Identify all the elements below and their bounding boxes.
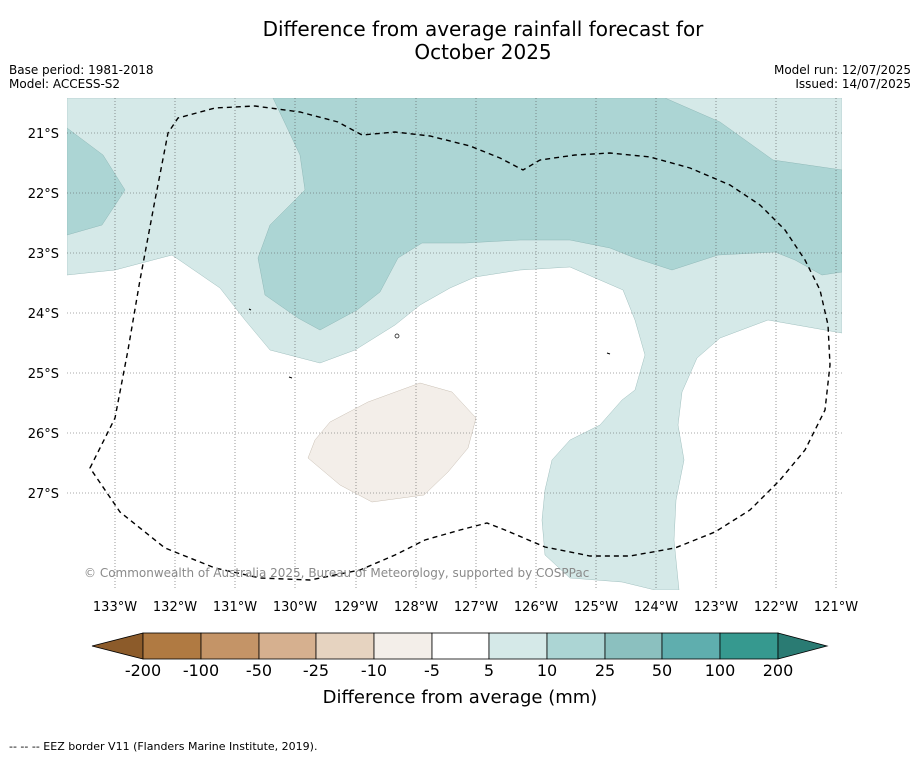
lon-label: 127°W: [454, 600, 498, 615]
eez-border: [89, 105, 831, 581]
lon-label: 123°W: [694, 600, 738, 615]
lon-label: 131°W: [213, 600, 257, 615]
colorbar-segment: [142, 632, 202, 660]
lon-label: 128°W: [394, 600, 438, 615]
colorbar-tick: -5: [424, 661, 440, 680]
lat-label: 21°S: [28, 127, 59, 142]
colorbar-segment: [719, 632, 779, 660]
colorbar-segment: [200, 632, 260, 660]
colorbar-segment: [661, 632, 721, 660]
colorbar-segment: [604, 632, 663, 660]
map-title-line2: October 2025: [414, 40, 552, 64]
colorbar-tick: -200: [125, 661, 161, 680]
colorbar-tick: 200: [763, 661, 794, 680]
colorbar-segment: [431, 632, 490, 660]
colorbar-tick: 10: [537, 661, 557, 680]
colorbar-label: Difference from average (mm): [323, 687, 598, 708]
lon-label: 124°W: [634, 600, 678, 615]
base-period: Base period: 1981-2018: [9, 63, 154, 77]
colorbar-segment: [488, 632, 548, 660]
colorbar-tick: -10: [361, 661, 387, 680]
model-name: Model: ACCESS-S2: [9, 77, 121, 91]
eez-footnote: -- -- -- EEZ border V11 (Flanders Marine…: [9, 740, 318, 753]
colorbar-segments: [91, 632, 829, 660]
lon-label: 129°W: [334, 600, 378, 615]
lon-label: 121°W: [814, 600, 858, 615]
model-run: Model run: 12/07/2025: [773, 63, 911, 77]
lat-label: 23°S: [28, 247, 59, 262]
colorbar-segment: [91, 632, 144, 660]
colorbar-segment: [258, 632, 317, 660]
lat-label: 25°S: [28, 367, 59, 382]
lon-label: 122°W: [754, 600, 798, 615]
gridlines: [67, 98, 842, 590]
longitude-labels: 133°W 132°W 131°W 130°W 129°W 128°W 127°…: [93, 600, 858, 615]
lon-label: 130°W: [273, 600, 317, 615]
map-title-line1: Difference from average rainfall forecas…: [262, 17, 704, 41]
colorbar-tick: 50: [652, 661, 672, 680]
lon-label: 132°W: [153, 600, 197, 615]
map-panel: © Commonwealth of Australia 2025, Bureau…: [28, 98, 858, 615]
lon-label: 126°W: [514, 600, 558, 615]
copyright-notice: © Commonwealth of Australia 2025, Bureau…: [84, 566, 589, 580]
island-marks: [248, 308, 611, 379]
lat-label: 26°S: [28, 427, 59, 442]
issued-date: Issued: 14/07/2025: [795, 77, 911, 91]
meta-right: Model run: 12/07/2025 Issued: 14/07/2025: [774, 63, 911, 91]
rain-zone-light-brown: [307, 382, 477, 503]
colorbar-tick: -50: [246, 661, 272, 680]
map-area: © Commonwealth of Australia 2025, Bureau…: [67, 98, 842, 590]
rain-zone-mid-teal-west: [67, 127, 126, 236]
colorbar-tick: -25: [303, 661, 329, 680]
meta-left: Base period: 1981-2018 Model: ACCESS-S2: [9, 63, 154, 91]
lon-label: 133°W: [93, 600, 137, 615]
lat-label: 27°S: [28, 487, 59, 502]
map-title: Difference from average rainfall forecas…: [0, 18, 919, 64]
colorbar-tick: 5: [484, 661, 494, 680]
colorbar-tick: 100: [705, 661, 736, 680]
colorbar-segment: [777, 632, 829, 660]
colorbar-tick: 25: [595, 661, 615, 680]
colorbar-segment: [373, 632, 433, 660]
colorbar-segment: [546, 632, 606, 660]
colorbar-tick: -100: [183, 661, 219, 680]
latitude-labels: 21°S 22°S 23°S 24°S 25°S 26°S 27°S: [28, 127, 59, 502]
rain-zone-mid-teal: [257, 98, 842, 331]
lat-label: 24°S: [28, 307, 59, 322]
colorbar-ticks: -200 -100 -50 -25 -10 -5 5 10 25 50 100 …: [125, 661, 793, 680]
lat-label: 22°S: [28, 187, 59, 202]
colorbar-segment: [315, 632, 375, 660]
lon-label: 125°W: [574, 600, 618, 615]
